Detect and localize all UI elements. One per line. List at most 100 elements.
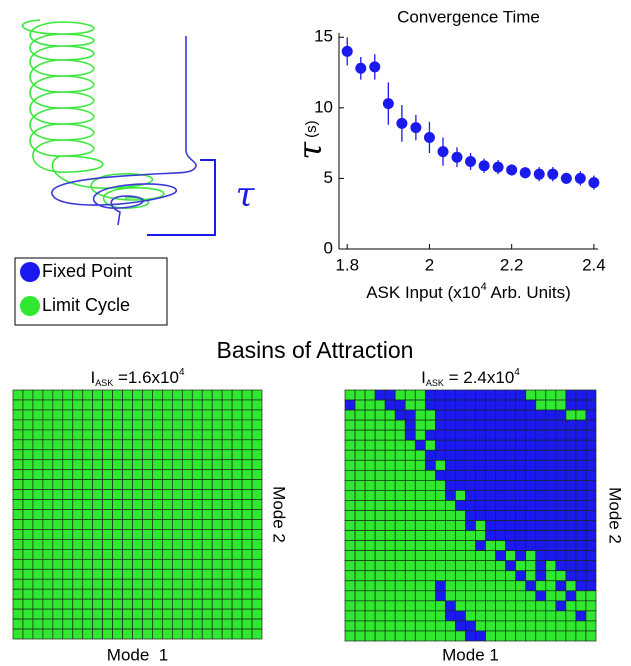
- cell: [404, 419, 416, 431]
- cell: [414, 449, 426, 461]
- cell: [122, 479, 133, 490]
- cell: [545, 419, 557, 431]
- cell: [112, 558, 123, 570]
- cell: [92, 409, 103, 421]
- cell: [162, 539, 173, 550]
- cell: [384, 530, 396, 541]
- cell: [142, 509, 153, 520]
- cell: [424, 459, 436, 471]
- cell: [191, 439, 203, 451]
- cell: [575, 590, 587, 602]
- cell: [72, 558, 84, 570]
- cell: [172, 608, 183, 620]
- cell: [435, 480, 446, 491]
- cell: [92, 429, 103, 441]
- cell: [354, 419, 366, 431]
- cell: [211, 558, 223, 570]
- cell: [62, 588, 74, 600]
- cell: [394, 399, 406, 411]
- cell: [72, 409, 84, 421]
- cell: [152, 529, 163, 540]
- cell: [545, 540, 557, 551]
- cell: [475, 570, 486, 582]
- cell: [575, 469, 587, 481]
- cell: [172, 499, 183, 510]
- cell: [445, 550, 456, 562]
- cell: [465, 490, 476, 501]
- cell: [132, 469, 143, 480]
- cell: [241, 399, 253, 411]
- cell: [12, 628, 24, 640]
- cell: [545, 500, 557, 511]
- cell: [32, 529, 44, 540]
- cell: [394, 520, 406, 531]
- cell: [62, 558, 74, 570]
- cell: [465, 590, 476, 602]
- cell: [191, 479, 203, 490]
- cell: [22, 578, 34, 590]
- cell: [344, 429, 356, 441]
- cell: [374, 540, 386, 551]
- cell: [12, 509, 24, 520]
- cell: [172, 389, 183, 401]
- cell: [555, 620, 567, 632]
- cell: [52, 459, 64, 471]
- cell: [201, 598, 213, 610]
- cell: [344, 490, 356, 501]
- cell: [181, 618, 193, 630]
- cell: [455, 469, 466, 481]
- cell: [132, 499, 143, 510]
- cell: [364, 600, 376, 612]
- cell: [394, 439, 406, 451]
- cell: [251, 519, 263, 530]
- cell: [12, 389, 24, 401]
- cell: [32, 429, 44, 441]
- cell: [201, 519, 213, 530]
- cell: [102, 429, 113, 441]
- cell: [221, 558, 233, 570]
- cell: [231, 519, 243, 530]
- cell: [42, 608, 54, 620]
- x-axis-label-rest: Arb. Units): [487, 283, 571, 302]
- cell: [344, 520, 356, 531]
- cell: [465, 540, 476, 551]
- cell: [32, 588, 44, 600]
- cell: [585, 550, 597, 562]
- cell: [374, 570, 386, 582]
- cell: [251, 578, 263, 590]
- cell: [181, 578, 193, 590]
- cell: [162, 469, 173, 480]
- cell: [181, 598, 193, 610]
- cell: [414, 439, 426, 451]
- cell: [42, 429, 54, 441]
- cell: [132, 479, 143, 490]
- cell: [455, 560, 466, 572]
- cell: [445, 530, 456, 541]
- cell: [515, 560, 527, 572]
- cell: [42, 479, 54, 490]
- cell: [555, 449, 567, 461]
- cell: [112, 598, 123, 610]
- cell: [495, 600, 506, 612]
- cell: [62, 618, 74, 630]
- cell: [475, 530, 486, 541]
- cell: [414, 630, 426, 642]
- cell: [475, 600, 486, 612]
- cell: [102, 389, 113, 401]
- cell: [221, 608, 233, 620]
- cell: [354, 580, 366, 592]
- cell: [435, 540, 446, 551]
- cell: [354, 510, 366, 521]
- cell: [211, 479, 223, 490]
- cell: [181, 419, 193, 431]
- cell: [22, 539, 34, 550]
- cell: [495, 530, 506, 541]
- cell: [221, 459, 233, 471]
- cell: [181, 439, 193, 451]
- cell: [364, 490, 376, 501]
- cell: [22, 439, 34, 451]
- cell: [374, 590, 386, 602]
- cell: [142, 439, 153, 451]
- cell: [142, 568, 153, 580]
- legend-box: [14, 257, 168, 326]
